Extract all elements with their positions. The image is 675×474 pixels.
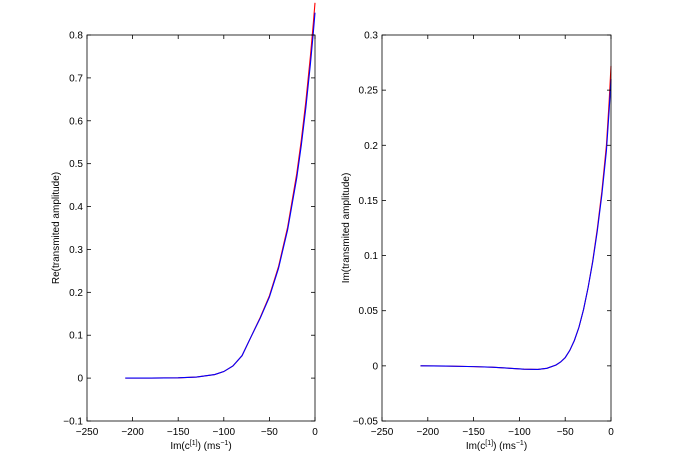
left-plot-x-tick-label: 0	[312, 427, 318, 438]
right-plot-y-tick-label: 0.1	[364, 251, 378, 262]
right-plot-panel: −250 −200 −150 −100 −50 0 −0.05 0 0.05 0.1 0.15 0.…	[341, 31, 614, 453]
left-plot-y-tick-label: 0	[77, 374, 83, 385]
x-label-unit: ) (ms	[198, 441, 221, 452]
x-label-unit-exponent: −1	[220, 440, 228, 447]
x-label-close: )	[228, 441, 231, 452]
left-plot-lines	[125, 2, 316, 379]
right-plot-x-tick-label: −200	[417, 427, 440, 438]
right-plot-y-tick-label: 0.15	[359, 196, 379, 207]
left-plot-y-tick-label: 0.6	[69, 116, 83, 127]
x-label-unit-exponent: −1	[516, 440, 524, 447]
right-plot-x-tick-label: −50	[557, 427, 574, 438]
right-plot-y-axis-label: Im(transmited amplitude)	[341, 173, 352, 284]
right-plot-series-line-blue	[420, 79, 612, 370]
left-plot-y-axis-label: Re(transmited amplitude)	[51, 172, 62, 284]
left-plot-y-tick-label: 0.8	[69, 31, 83, 42]
left-plot-x-tick-label: −200	[121, 427, 144, 438]
right-plot-x-tick-label: 0	[608, 427, 614, 438]
right-plot-x-tick-label: −100	[508, 427, 531, 438]
left-plot-x-tick-label: −150	[167, 427, 190, 438]
left-plot-y-tick-label: 0.7	[69, 73, 83, 84]
left-plot-y-tick-label: 0.3	[69, 245, 83, 256]
left-plot-axes-box	[86, 34, 316, 422]
left-plot-panel: −250 −200 −150 −100 −50 0 −0.1 0 0.1 0.2 0.3 0.4 0.…	[51, 2, 318, 452]
left-plot-y-tick-label: 0.1	[69, 331, 83, 342]
right-plot-y-tick-label: 0.05	[359, 306, 379, 317]
left-plot-x-tick-label: −100	[213, 427, 236, 438]
right-plot-axes-box	[381, 34, 612, 422]
right-plot-y-tick-label: 0	[372, 361, 378, 372]
left-plot-y-tick-label: −0.1	[63, 417, 83, 428]
left-plot-y-ticks: −0.1 0 0.1 0.2 0.3 0.4 0.5 0.6 0.7 0.8	[63, 31, 315, 428]
x-label-main: Im(c	[170, 441, 189, 452]
left-plot-x-tick-label: −250	[76, 427, 99, 438]
left-plot-x-axis-label: Im(c[1]) (ms−1)	[170, 440, 231, 452]
x-label-close: )	[524, 441, 527, 452]
right-plot-x-axis-label: Im(c[1]) (ms−1)	[466, 440, 527, 452]
left-plot-y-tick-label: 0.5	[69, 159, 83, 170]
right-plot-y-tick-label: 0.2	[364, 141, 378, 152]
right-plot-y-tick-label: 0.25	[359, 86, 379, 97]
x-label-superscript: [1]	[485, 440, 493, 447]
right-plot-y-tick-label: −0.05	[353, 417, 379, 428]
right-plot-x-tick-label: −150	[462, 427, 485, 438]
right-plot-y-ticks: −0.05 0 0.05 0.1 0.15 0.2 0.25 0.3	[353, 31, 611, 428]
right-plot-x-tick-label: −250	[371, 427, 394, 438]
left-plot-y-tick-label: 0.2	[69, 288, 83, 299]
right-plot-y-tick-label: 0.3	[364, 31, 378, 42]
x-label-main: Im(c	[466, 441, 485, 452]
left-plot-x-tick-label: −50	[261, 427, 278, 438]
left-plot-x-ticks: −250 −200 −150 −100 −50 0	[76, 35, 318, 438]
x-label-unit: ) (ms	[493, 441, 516, 452]
right-plot-x-ticks: −250 −200 −150 −100 −50 0	[371, 35, 614, 438]
right-plot-lines	[420, 65, 612, 370]
left-plot-series-line-blue	[125, 12, 316, 379]
x-label-superscript: [1]	[190, 440, 198, 447]
left-plot-y-tick-label: 0.4	[69, 202, 83, 213]
